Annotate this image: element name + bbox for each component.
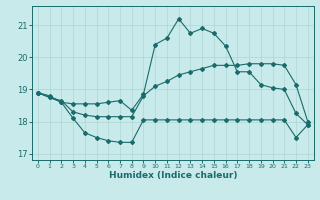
X-axis label: Humidex (Indice chaleur): Humidex (Indice chaleur) [108, 171, 237, 180]
